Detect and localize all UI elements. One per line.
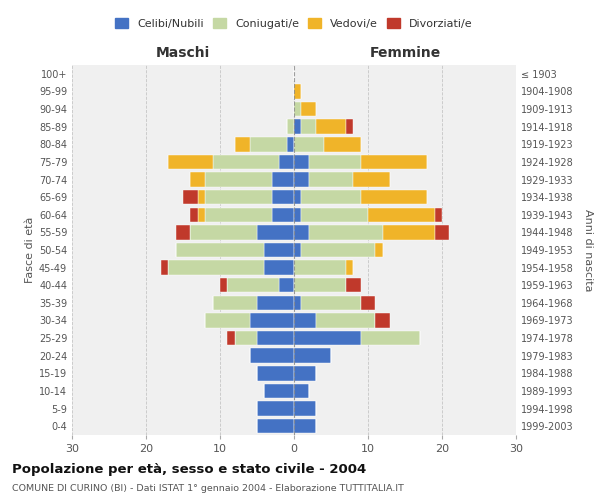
Bar <box>265 260 294 275</box>
Bar <box>376 243 383 257</box>
Bar <box>190 172 205 186</box>
Bar <box>294 84 301 98</box>
Bar <box>294 314 316 328</box>
Bar <box>190 225 257 240</box>
Text: Popolazione per età, sesso e stato civile - 2004: Popolazione per età, sesso e stato civil… <box>12 462 366 475</box>
Bar <box>301 296 361 310</box>
Bar <box>301 190 361 204</box>
Bar <box>353 172 390 186</box>
Bar <box>309 172 353 186</box>
Bar <box>227 331 235 345</box>
Bar <box>220 278 227 292</box>
Bar <box>294 102 301 117</box>
Bar <box>287 120 294 134</box>
Bar <box>279 278 294 292</box>
Text: COMUNE DI CURINO (BI) - Dati ISTAT 1° gennaio 2004 - Elaborazione TUTTITALIA.IT: COMUNE DI CURINO (BI) - Dati ISTAT 1° ge… <box>12 484 404 493</box>
Bar <box>294 419 316 434</box>
Bar <box>257 331 294 345</box>
Bar <box>183 190 198 204</box>
Bar <box>361 154 427 169</box>
Y-axis label: Fasce di età: Fasce di età <box>25 217 35 283</box>
Bar <box>294 402 316 416</box>
Bar <box>309 154 361 169</box>
Bar <box>294 278 346 292</box>
Bar <box>257 366 294 380</box>
Bar <box>168 154 212 169</box>
Bar <box>250 314 294 328</box>
Bar <box>301 120 316 134</box>
Bar <box>294 331 361 345</box>
Bar <box>294 172 309 186</box>
Bar <box>301 102 316 117</box>
Bar <box>176 243 265 257</box>
Bar <box>323 137 361 152</box>
Bar <box>265 243 294 257</box>
Bar <box>368 208 434 222</box>
Bar <box>309 225 383 240</box>
Bar <box>294 154 309 169</box>
Legend: Celibi/Nubili, Coniugati/e, Vedovi/e, Divorziati/e: Celibi/Nubili, Coniugati/e, Vedovi/e, Di… <box>112 15 476 32</box>
Bar <box>294 243 301 257</box>
Bar <box>257 402 294 416</box>
Bar <box>294 348 331 363</box>
Bar <box>294 208 301 222</box>
Bar <box>301 243 376 257</box>
Bar <box>176 225 190 240</box>
Bar <box>257 296 294 310</box>
Bar <box>161 260 168 275</box>
Bar <box>301 208 368 222</box>
Bar <box>294 225 309 240</box>
Bar <box>294 260 346 275</box>
Text: Maschi: Maschi <box>156 46 210 60</box>
Text: Femmine: Femmine <box>370 46 440 60</box>
Bar <box>205 314 250 328</box>
Bar <box>198 208 205 222</box>
Bar <box>272 172 294 186</box>
Bar <box>250 348 294 363</box>
Bar <box>265 384 294 398</box>
Bar <box>434 208 442 222</box>
Bar <box>316 314 376 328</box>
Bar <box>361 331 420 345</box>
Bar <box>257 419 294 434</box>
Bar <box>287 137 294 152</box>
Bar <box>361 296 376 310</box>
Bar <box>279 154 294 169</box>
Bar <box>250 137 287 152</box>
Bar <box>212 296 257 310</box>
Bar <box>272 208 294 222</box>
Bar <box>361 190 427 204</box>
Bar <box>235 331 257 345</box>
Bar <box>205 208 272 222</box>
Bar <box>316 120 346 134</box>
Bar <box>168 260 265 275</box>
Bar <box>376 314 390 328</box>
Bar <box>346 120 353 134</box>
Bar <box>205 190 272 204</box>
Bar <box>294 137 323 152</box>
Bar <box>294 296 301 310</box>
Bar <box>198 190 205 204</box>
Bar <box>212 154 279 169</box>
Bar <box>235 137 250 152</box>
Bar <box>257 225 294 240</box>
Bar <box>294 190 301 204</box>
Bar <box>227 278 279 292</box>
Y-axis label: Anni di nascita: Anni di nascita <box>583 209 593 291</box>
Bar <box>346 278 361 292</box>
Bar <box>272 190 294 204</box>
Bar <box>383 225 434 240</box>
Bar <box>205 172 272 186</box>
Bar <box>346 260 353 275</box>
Bar <box>294 384 309 398</box>
Bar <box>294 366 316 380</box>
Bar <box>190 208 198 222</box>
Bar <box>294 120 301 134</box>
Bar <box>434 225 449 240</box>
